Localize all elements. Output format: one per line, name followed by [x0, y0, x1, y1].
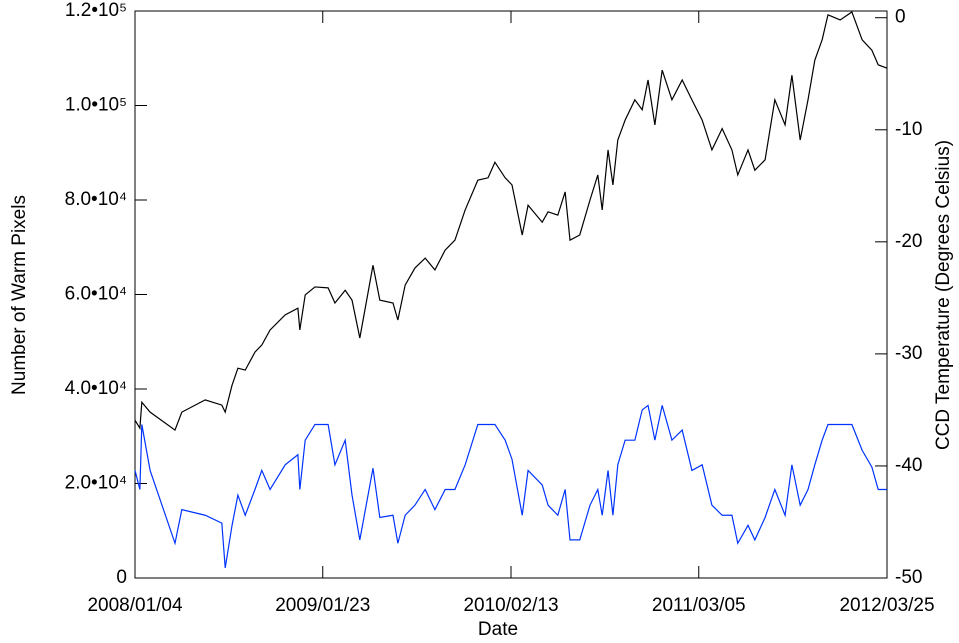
- data-line: [134, 404, 887, 569]
- y2-axis-title: CCD Temperature (Degrees Celsius): [933, 140, 954, 450]
- x-axis-title: Date: [478, 619, 518, 640]
- x-tick-label: 2008/01/04: [87, 595, 183, 616]
- x-tick-label: 2012/03/25: [839, 595, 934, 616]
- y2-tick-label: -20: [895, 231, 922, 252]
- x-tick-label: 2009/01/23: [275, 595, 370, 616]
- y2-tick-label: -10: [895, 119, 922, 140]
- y-tick-label: 4.0•10⁴: [65, 378, 127, 399]
- y-tick-label: 1.2•10⁵: [65, 0, 127, 21]
- y-axis-title: Number of Warm Pixels: [9, 195, 30, 395]
- y-tick-label: 8.0•10⁴: [65, 189, 127, 210]
- y2-tick-label: 0: [895, 7, 906, 28]
- y-tick-label: 6.0•10⁴: [65, 284, 127, 305]
- y2-tick-label: -50: [895, 567, 922, 588]
- x-tick-label: 2011/03/05: [652, 595, 746, 616]
- y-tick-label: 0: [116, 567, 127, 588]
- y2-tick-label: -40: [895, 455, 922, 476]
- y-tick-label: 2.0•10⁴: [65, 473, 127, 494]
- y-tick-label: 1.0•10⁵: [65, 95, 127, 116]
- x-tick-label: 2010/02/13: [463, 595, 558, 616]
- y2-tick-label: -30: [895, 343, 922, 364]
- data-line: [134, 11, 888, 432]
